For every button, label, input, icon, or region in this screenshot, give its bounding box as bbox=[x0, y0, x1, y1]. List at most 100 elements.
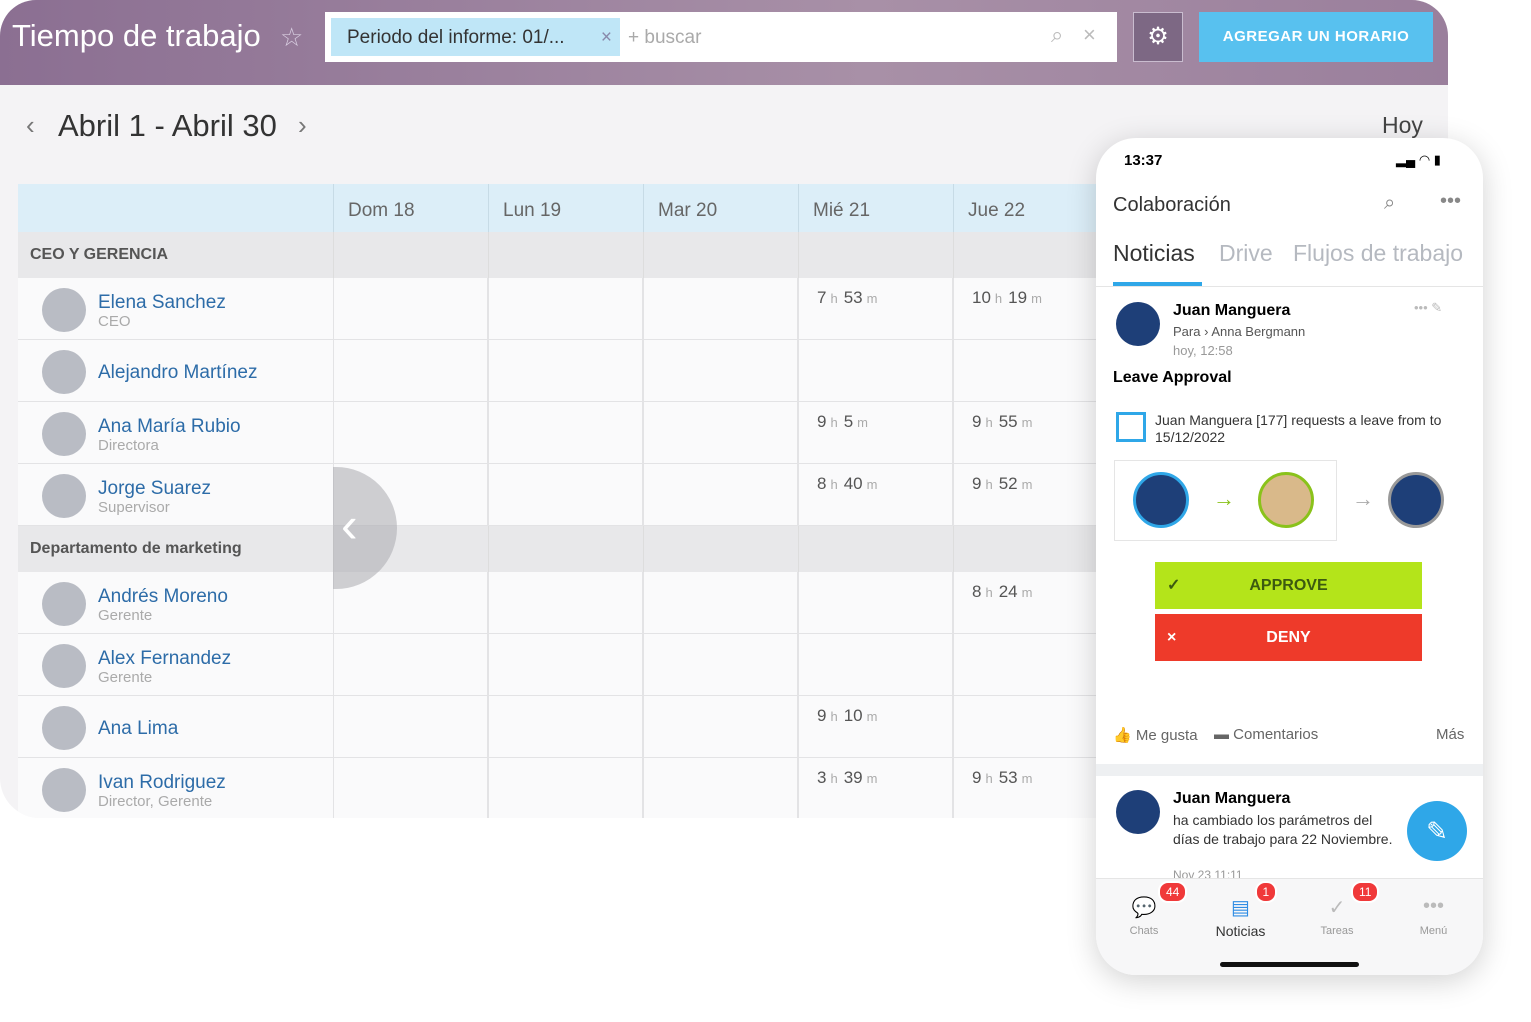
tab[interactable]: Noticias bbox=[1113, 240, 1195, 266]
badge: 1 bbox=[1254, 881, 1278, 903]
time-value: 8 bbox=[972, 582, 982, 601]
day-header: Mar 20 bbox=[643, 184, 798, 232]
cell bbox=[643, 758, 798, 818]
cell bbox=[643, 278, 798, 340]
next-arrow[interactable]: › bbox=[298, 110, 307, 140]
chip-close[interactable]: × bbox=[600, 27, 612, 48]
approver-avatar bbox=[1258, 472, 1314, 528]
cell bbox=[488, 340, 643, 402]
time-value: 8 bbox=[817, 474, 827, 493]
search-box[interactable]: Periodo del informe: 01/... × + buscar ⌕ … bbox=[325, 12, 1117, 62]
today-button[interactable]: Hoy bbox=[1382, 112, 1423, 138]
comments-button[interactable]: ▬ Comentarios bbox=[1214, 726, 1319, 743]
nav-label[interactable]: Chats bbox=[1129, 925, 1159, 937]
day-header: Mié 21 bbox=[798, 184, 953, 232]
employee-name[interactable]: Alejandro Martínez bbox=[98, 362, 258, 383]
add-schedule-button[interactable]: AGREGAR UN HORARIO bbox=[1199, 12, 1433, 62]
post-time: hoy, 12:58 bbox=[1173, 343, 1233, 358]
avatar bbox=[42, 350, 86, 394]
time-value: 53 bbox=[843, 288, 863, 307]
like-label: Me gusta bbox=[1135, 727, 1198, 744]
time-value: 52 bbox=[998, 474, 1018, 493]
post-time: Nov 23 11:11 bbox=[1173, 868, 1243, 878]
approver-avatar bbox=[1133, 472, 1189, 528]
search-icon[interactable]: ⌕ bbox=[1051, 22, 1064, 47]
tab[interactable]: Drive bbox=[1219, 240, 1273, 266]
cell bbox=[333, 340, 488, 402]
cell bbox=[488, 402, 643, 464]
clear-icon[interactable]: × bbox=[1083, 22, 1096, 47]
cell bbox=[488, 232, 643, 278]
cell bbox=[953, 232, 1108, 278]
unit: h bbox=[830, 477, 838, 492]
avatar bbox=[42, 706, 86, 750]
cell bbox=[643, 572, 798, 634]
cell bbox=[798, 340, 953, 402]
star-icon[interactable]: ☆ bbox=[280, 22, 304, 52]
approver-avatar bbox=[1388, 472, 1444, 528]
avatar bbox=[42, 582, 86, 626]
employee-name[interactable]: Andrés Moreno bbox=[98, 586, 228, 607]
post-title: Leave Approval bbox=[1113, 369, 1232, 386]
filter-chip[interactable]: Periodo del informe: 01/... × bbox=[331, 18, 620, 56]
time-value: 39 bbox=[843, 768, 863, 787]
employee-name[interactable]: Jorge Suarez bbox=[98, 478, 212, 499]
nav-label[interactable]: Tareas bbox=[1320, 925, 1354, 937]
cell: 8 h 40 m bbox=[798, 464, 953, 526]
day-header: Jue 22 bbox=[953, 184, 1108, 232]
post-menu[interactable]: ••• ✎ bbox=[1414, 300, 1443, 315]
like-button[interactable]: 👍 Me gusta bbox=[1113, 727, 1198, 744]
cell bbox=[333, 758, 488, 818]
more-icon[interactable]: ••• bbox=[1440, 190, 1462, 212]
employee-name[interactable]: Alex Fernandez bbox=[98, 648, 232, 669]
home-indicator bbox=[1220, 962, 1359, 967]
more-button[interactable]: Más bbox=[1436, 726, 1465, 743]
deny-button[interactable]: × DENY bbox=[1155, 614, 1422, 661]
badge: 44 bbox=[1158, 881, 1188, 903]
avatar bbox=[42, 474, 86, 518]
time-value: 7 bbox=[817, 288, 827, 307]
cell bbox=[333, 232, 488, 278]
search-icon[interactable]: ⌕ bbox=[1384, 192, 1396, 214]
tab-underline bbox=[1113, 282, 1202, 286]
phone: 13:37 ▂▄ ◠ ▮ Colaboración ⌕ ••• Noticias… bbox=[1096, 138, 1483, 975]
unit: h bbox=[985, 477, 993, 492]
settings-button[interactable]: ⚙ bbox=[1133, 12, 1183, 62]
app-title: Colaboración bbox=[1113, 194, 1231, 216]
cell bbox=[643, 340, 798, 402]
cell bbox=[643, 526, 798, 572]
employee-name[interactable]: Ivan Rodriguez bbox=[98, 772, 226, 793]
unit: h bbox=[830, 709, 838, 724]
timesheet-table: Dom 18 Lun 19 Mar 20 Mié 21 Jue 22 CEO Y GERE… bbox=[18, 184, 1448, 818]
cell: 3 h 39 m bbox=[798, 758, 953, 818]
prev-arrow[interactable]: ‹ bbox=[26, 110, 35, 140]
search-placeholder[interactable]: + buscar bbox=[628, 27, 702, 48]
cell bbox=[488, 278, 643, 340]
cell bbox=[953, 634, 1108, 696]
cell bbox=[953, 696, 1108, 758]
avatar bbox=[1116, 302, 1160, 346]
avatar bbox=[42, 644, 86, 688]
cell bbox=[333, 696, 488, 758]
cell bbox=[488, 634, 643, 696]
cell: 9 h 53 m bbox=[953, 758, 1108, 818]
nav-label[interactable]: Noticias bbox=[1215, 923, 1266, 939]
avatar bbox=[42, 288, 86, 332]
unit: h bbox=[985, 415, 993, 430]
post-author: Juan Manguera bbox=[1173, 790, 1291, 807]
employee-name[interactable]: Ana María Rubio bbox=[98, 416, 241, 437]
employee-role: Supervisor bbox=[98, 499, 170, 516]
cell bbox=[953, 340, 1108, 402]
cell bbox=[798, 572, 953, 634]
approve-button[interactable]: ✓ APPROVE bbox=[1155, 562, 1422, 609]
employee-name[interactable]: Ana Lima bbox=[98, 718, 179, 739]
nav-label[interactable]: Menú bbox=[1419, 925, 1448, 937]
employee-name[interactable]: Elena Sanchez bbox=[98, 292, 226, 313]
badge: 11 bbox=[1351, 881, 1380, 903]
group-name: Departamento de marketing bbox=[30, 540, 242, 557]
cell bbox=[333, 634, 488, 696]
compose-button[interactable]: ✎ bbox=[1407, 801, 1467, 861]
nav-icon: ••• bbox=[1422, 895, 1444, 917]
tab[interactable]: Flujos de trabajo bbox=[1293, 240, 1464, 266]
time-value: 19 bbox=[1008, 288, 1028, 307]
